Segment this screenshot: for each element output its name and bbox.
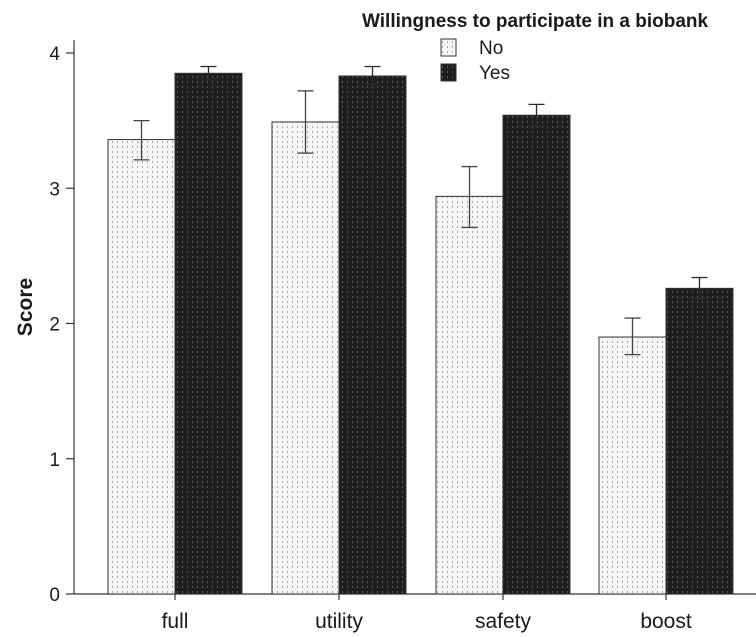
- bar-no-boost: [598, 336, 667, 595]
- legend-label-yes: Yes: [479, 63, 510, 84]
- x-tick-label: boost: [640, 610, 692, 633]
- bar-yes-safety: [502, 114, 571, 595]
- bar-no-utility: [271, 121, 340, 595]
- legend-title: Willingness to participate in a biobank: [362, 11, 709, 32]
- bar-no-safety: [435, 195, 504, 595]
- legend-label-no: No: [479, 38, 503, 59]
- legend-swatch-yes: [440, 63, 457, 82]
- bar-no-full: [107, 139, 176, 595]
- y-tick-label: 1: [49, 450, 60, 471]
- y-tick-label: 2: [49, 315, 60, 336]
- y-tick-label: 3: [49, 179, 60, 200]
- y-tick-label: 0: [49, 585, 60, 606]
- x-tick-label: utility: [315, 610, 363, 633]
- bar-yes-full: [174, 72, 243, 595]
- bar-yes-boost: [665, 287, 734, 595]
- x-tick-label: safety: [475, 610, 532, 633]
- plot-area: 0 1 2 3 4 full utility safety boost: [49, 40, 756, 633]
- x-tick-label: full: [162, 610, 189, 633]
- legend: No Yes: [440, 38, 510, 84]
- legend-swatch-no: [440, 38, 457, 57]
- bar-yes-utility: [338, 75, 407, 595]
- y-axis-label: Score: [14, 278, 37, 336]
- y-tick-label: 4: [49, 44, 60, 65]
